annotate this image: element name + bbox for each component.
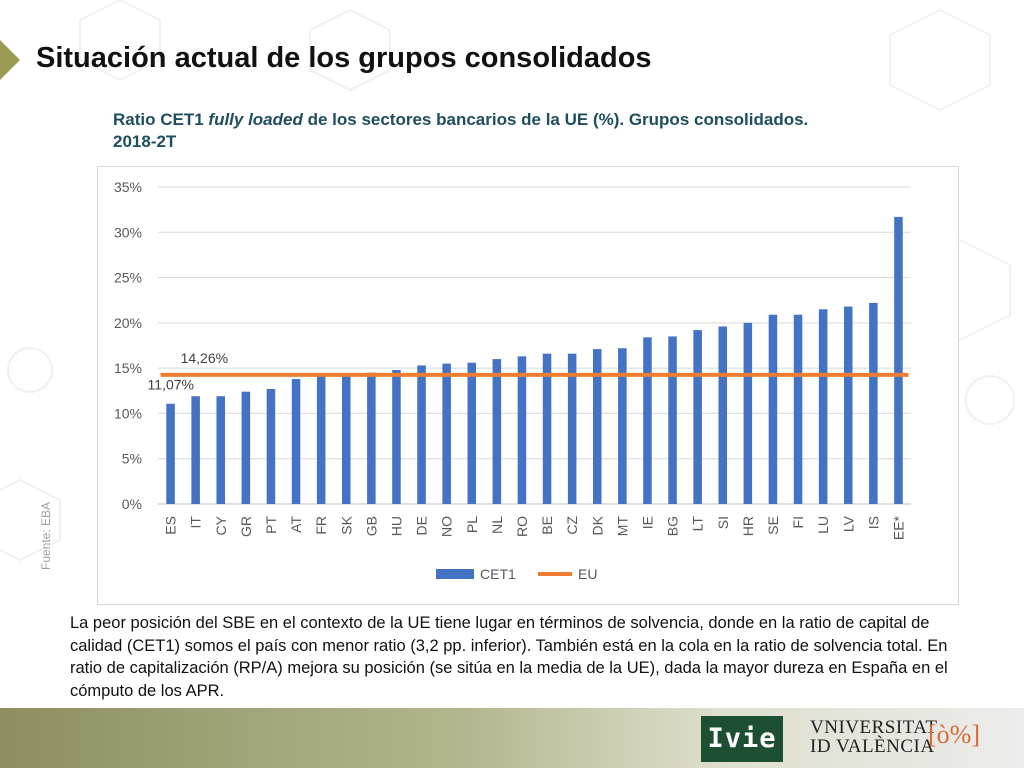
bar-ro xyxy=(517,356,527,504)
cet1-bar-chart: 0% 5% 10% 15% 20% 25% 30% 35% ES IT CY GR PT AT FR SK G… xyxy=(114,179,911,582)
legend: CET1 EU xyxy=(436,566,597,582)
bar-fi xyxy=(793,314,803,504)
data-label: 14,26% xyxy=(181,350,228,366)
bar-nl xyxy=(492,359,502,504)
gridlines xyxy=(158,186,911,505)
x-tick-label: GR xyxy=(238,516,254,537)
y-tick-label: 20% xyxy=(114,315,142,331)
y-tick-label: 35% xyxy=(114,179,142,195)
legend-label-cet1: CET1 xyxy=(480,566,516,582)
bar-be xyxy=(542,353,552,504)
y-tick-label: 5% xyxy=(122,451,142,467)
slide-title: Situación actual de los grupos consolida… xyxy=(36,42,652,74)
chart-title-part2: de los sectores bancarios de la UE (%). … xyxy=(113,110,809,151)
bar-pt xyxy=(266,388,276,504)
bar-bg xyxy=(668,336,677,504)
bar-es xyxy=(166,403,175,504)
bar-hr xyxy=(743,322,753,504)
university-logo-line1: VNIVERSITAT xyxy=(810,717,938,738)
bar-gr xyxy=(241,391,251,504)
chart-title-emphasis: fully loaded xyxy=(208,110,303,129)
bar-gb xyxy=(367,372,376,504)
university-logo: VNIVERSITAT ID VALÈNCIA xyxy=(810,718,937,756)
bar-se xyxy=(768,314,778,504)
x-tick-label: LU xyxy=(815,516,831,534)
bar-cy xyxy=(216,396,226,504)
x-tick-label: EE* xyxy=(890,515,906,540)
x-tick-label: NL xyxy=(489,516,505,534)
x-tick-label: HU xyxy=(388,516,404,536)
x-tick-label: FI xyxy=(790,516,806,528)
footer-band xyxy=(0,708,1024,768)
x-tick-label: BG xyxy=(665,516,681,536)
y-tick-label: 15% xyxy=(114,360,142,376)
x-tick-label: AT xyxy=(288,516,304,533)
bar-fr xyxy=(316,375,326,504)
x-tick-label: IS xyxy=(865,516,881,529)
x-tick-label: RO xyxy=(514,516,530,537)
x-tick-label: DE xyxy=(414,516,430,535)
x-tick-label: ES xyxy=(163,516,179,535)
x-tick-label: SK xyxy=(338,515,354,534)
bar-si xyxy=(718,326,728,504)
x-tick-label: NO xyxy=(439,516,455,537)
x-tick-label: IT xyxy=(188,516,204,529)
bar-lt xyxy=(693,330,702,504)
bar-hu xyxy=(392,369,401,504)
seal-logo: [ò%] xyxy=(928,720,980,749)
y-tick-label: 30% xyxy=(114,224,142,240)
legend-swatch-cet1 xyxy=(436,569,474,579)
bar-cz xyxy=(567,353,577,504)
bar-is xyxy=(869,302,878,504)
x-tick-label: BE xyxy=(539,516,555,535)
data-label: 11,07% xyxy=(148,377,194,393)
x-tick-label: PT xyxy=(263,516,279,534)
annotations: 14,26% 11,07% xyxy=(148,350,229,393)
bar-at xyxy=(291,379,301,504)
x-axis-ticks: ES IT CY GR PT AT FR SK GB HU DE NO PL NL RO BE CZ DK MT IE… xyxy=(163,515,907,540)
y-tick-label: 0% xyxy=(122,496,142,512)
y-tick-label: 25% xyxy=(114,270,142,286)
bar-no xyxy=(442,363,451,504)
x-tick-label: MT xyxy=(614,516,630,537)
source-note: Fuente: EBA xyxy=(39,501,53,570)
bar-ie xyxy=(643,337,652,504)
bar-mt xyxy=(618,348,627,504)
university-logo-line2: ID VALÈNCIA xyxy=(810,736,935,757)
chart-title-part1: Ratio CET1 xyxy=(113,110,209,129)
x-tick-label: SE xyxy=(765,516,781,535)
bar-sk xyxy=(341,374,351,504)
bar-lv xyxy=(843,306,853,504)
x-tick-label: LV xyxy=(840,515,856,532)
legend-label-eu: EU xyxy=(578,566,597,582)
body-paragraph: La peor posición del SBE en el contexto … xyxy=(70,614,948,700)
bar-pl xyxy=(467,362,477,504)
bar-dk xyxy=(592,349,602,504)
y-axis-ticks: 0% 5% 10% 15% 20% 25% 30% 35% xyxy=(114,179,142,512)
x-tick-label: LT xyxy=(690,516,706,532)
x-tick-label: IE xyxy=(639,516,655,529)
bar-de xyxy=(417,365,426,504)
x-tick-label: GB xyxy=(363,516,379,536)
bar-ee-star xyxy=(894,216,903,504)
title-accent-arrow xyxy=(0,40,20,80)
ivie-logo: Ivie xyxy=(701,716,783,762)
x-tick-label: CY xyxy=(213,515,229,535)
x-tick-label: HR xyxy=(740,516,756,536)
y-tick-label: 10% xyxy=(114,405,142,421)
x-tick-label: SI xyxy=(715,516,731,529)
chart-frame: 0% 5% 10% 15% 20% 25% 30% 35% ES IT CY GR PT AT FR SK G… xyxy=(97,166,959,605)
x-tick-label: CZ xyxy=(564,516,580,535)
bar-lu xyxy=(818,309,828,504)
x-tick-label: FR xyxy=(313,516,329,535)
chart-title: Ratio CET1 fully loaded de los sectores … xyxy=(113,109,813,153)
x-tick-label: PL xyxy=(464,516,480,533)
cet1-bars xyxy=(166,216,903,504)
x-tick-label: DK xyxy=(589,515,605,535)
bar-it xyxy=(191,396,200,504)
